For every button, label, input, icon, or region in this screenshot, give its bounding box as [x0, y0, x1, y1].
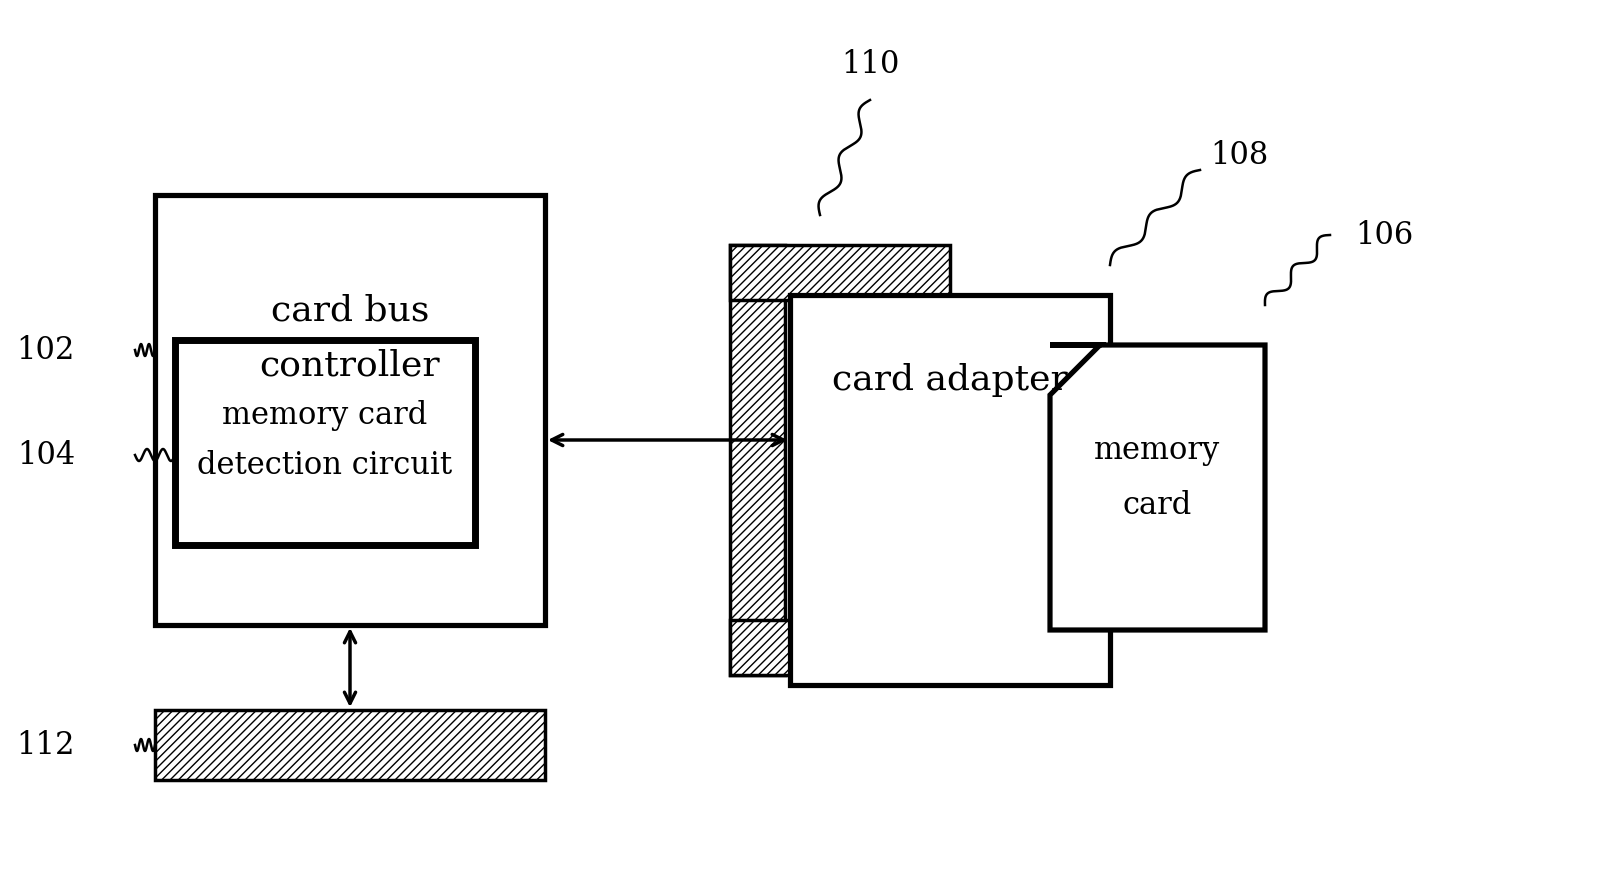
Bar	[730, 620, 949, 675]
Text: card bus: card bus	[271, 293, 429, 327]
Text: 104: 104	[16, 439, 74, 471]
Text: 112: 112	[16, 730, 74, 760]
Text: controller: controller	[260, 348, 441, 382]
Bar	[730, 245, 784, 675]
Text: 102: 102	[16, 335, 74, 365]
Text: 106: 106	[1354, 220, 1412, 250]
Bar	[174, 340, 475, 545]
Text: detection circuit: detection circuit	[197, 449, 452, 480]
Text: memory card: memory card	[223, 399, 428, 431]
Text: card: card	[1122, 489, 1191, 521]
Text: 108: 108	[1209, 140, 1267, 171]
Bar	[155, 710, 544, 780]
Text: memory: memory	[1093, 434, 1219, 466]
Bar	[730, 245, 949, 300]
Text: card adapter: card adapter	[831, 363, 1067, 397]
Bar	[155, 195, 544, 625]
Polygon shape	[1049, 345, 1264, 630]
Bar	[789, 295, 1109, 685]
Text: 110: 110	[841, 49, 899, 80]
